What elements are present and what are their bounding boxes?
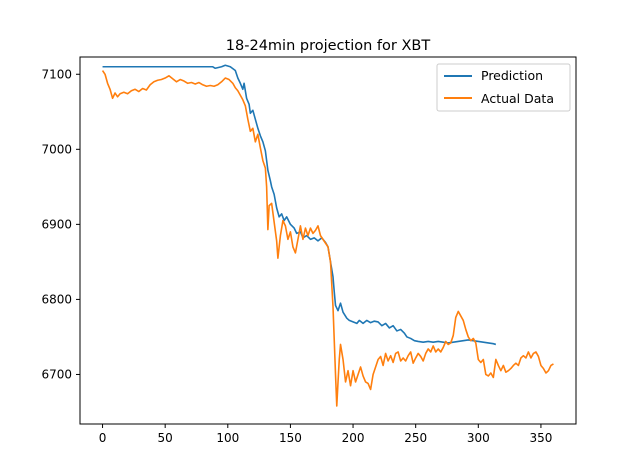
x-tick-label: 50 bbox=[158, 431, 173, 445]
x-tick-label: 0 bbox=[99, 431, 107, 445]
legend: Prediction Actual Data bbox=[436, 63, 571, 112]
y-tick-label: 6900 bbox=[41, 217, 72, 231]
y-tick-label: 7100 bbox=[41, 67, 72, 81]
y-tick-label: 6800 bbox=[41, 292, 72, 306]
legend-label-prediction: Prediction bbox=[481, 68, 543, 83]
x-tick-label: 250 bbox=[404, 431, 427, 445]
chart-title: 18-24min projection for XBT bbox=[226, 38, 431, 54]
plot-frame bbox=[79, 56, 577, 425]
series-layer bbox=[101, 64, 554, 407]
x-tick-label: 200 bbox=[342, 431, 365, 445]
x-tick-label: 150 bbox=[279, 431, 302, 445]
x-tick-label: 300 bbox=[467, 431, 490, 445]
x-tick-label: 350 bbox=[529, 431, 552, 445]
legend-label-actual-data: Actual Data bbox=[481, 91, 554, 106]
x-tick-label: 100 bbox=[216, 431, 239, 445]
y-tick-label: 7000 bbox=[41, 142, 72, 156]
series-line-actual-data bbox=[101, 70, 554, 407]
y-axis: 6700 6800 6900 7000 7100 bbox=[41, 67, 80, 381]
x-axis: 0 50 100 150 200 250 300 350 bbox=[99, 424, 552, 445]
y-tick-label: 6700 bbox=[41, 367, 72, 381]
